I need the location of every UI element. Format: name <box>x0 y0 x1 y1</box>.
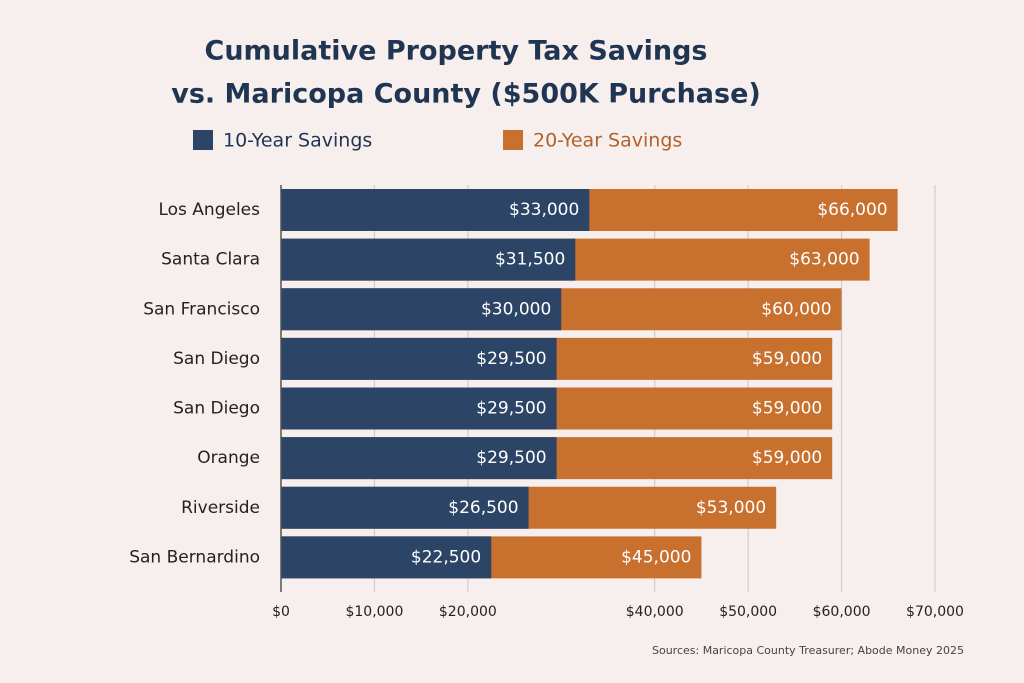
value-label: $59,000 <box>752 399 822 419</box>
bar <box>281 337 557 380</box>
bar <box>281 189 590 231</box>
y-tick-label: Riverside <box>181 498 260 518</box>
value-label: $33,000 <box>509 200 579 220</box>
source-note: Sources: Maricopa County Treasurer; Abod… <box>652 644 964 657</box>
legend-swatch <box>503 130 523 150</box>
y-tick-label: San Francisco <box>143 299 260 319</box>
x-tick-label: $10,000 <box>345 604 403 620</box>
bar <box>281 288 562 331</box>
value-label: $63,000 <box>789 250 859 270</box>
legend-label: 20-Year Savings <box>533 130 682 152</box>
y-tick-label: Santa Clara <box>161 250 260 270</box>
chart-subtitle: vs. Maricopa County ($500K Purchase) <box>171 79 761 110</box>
chart-title: Cumulative Property Tax Savings <box>205 36 708 67</box>
legend-label: 10-Year Savings <box>223 130 372 152</box>
x-tick-label: $20,000 <box>439 604 497 620</box>
legend-swatch <box>193 130 213 150</box>
x-tick-label: $60,000 <box>813 604 871 620</box>
x-tick-label: $50,000 <box>719 604 777 620</box>
bar <box>281 437 557 480</box>
value-label: $66,000 <box>817 200 887 220</box>
value-label: $29,500 <box>476 349 546 369</box>
bar <box>281 536 492 579</box>
y-tick-label: San Diego <box>173 399 260 419</box>
bar <box>281 486 529 529</box>
y-tick-label: San Bernardino <box>129 547 260 567</box>
x-tick-label: $0 <box>272 604 290 620</box>
y-tick-label: Los Angeles <box>158 200 260 220</box>
value-label: $22,500 <box>411 547 481 567</box>
x-tick-label: $40,000 <box>626 604 684 620</box>
value-label: $60,000 <box>761 299 831 319</box>
value-label: $29,500 <box>476 399 546 419</box>
value-label: $31,500 <box>495 250 565 270</box>
value-label: $29,500 <box>476 448 546 468</box>
value-label: $26,500 <box>448 498 518 518</box>
value-label: $59,000 <box>752 448 822 468</box>
bar <box>281 238 576 281</box>
x-tick-label: $70,000 <box>906 604 964 620</box>
value-label: $45,000 <box>621 547 691 567</box>
bar <box>281 387 557 430</box>
y-tick-label: Orange <box>197 448 260 468</box>
value-label: $30,000 <box>481 299 551 319</box>
value-label: $59,000 <box>752 349 822 369</box>
y-tick-label: San Diego <box>173 349 260 369</box>
value-label: $53,000 <box>696 498 766 518</box>
